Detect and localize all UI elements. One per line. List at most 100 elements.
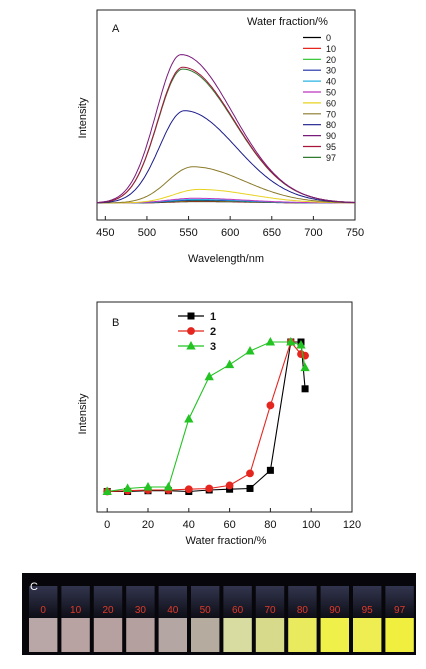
chart-a-legend-label: 97 (326, 153, 336, 163)
chart-b-series-3-point (245, 346, 255, 355)
chart-a-legend-label: 80 (326, 120, 336, 130)
chart-b-x-ticks: 0 20 40 60 80 100 120 (104, 508, 361, 531)
vial: 0 (29, 586, 58, 652)
vial-cap (29, 586, 58, 620)
chart-b-legend-label: 3 (210, 341, 216, 353)
vial-label: 90 (329, 605, 341, 616)
vial-solution (385, 618, 414, 652)
chart-b-x-tick-label: 60 (223, 519, 235, 531)
vial: 30 (126, 586, 155, 652)
chart-a-legend-label: 60 (326, 98, 336, 108)
chart-a-plot-frame (96, 9, 356, 221)
chart-a-legend-title: Water fraction/% (247, 16, 328, 28)
vial: 40 (158, 586, 187, 652)
chart-a-x-tick-label: 500 (138, 227, 156, 239)
chart-a: A 450 500 550 600 650 700 750 Water fraction/%… (77, 9, 364, 265)
chart-b-series-3-line (107, 341, 306, 493)
chart-b-y-axis-label: Intensity (77, 393, 89, 434)
vial-photo: 0 10 20 30 40 50 60 70 80 90 95 97 C (22, 573, 416, 655)
chart-b-series-3-point (286, 336, 296, 346)
vial-solution (29, 618, 58, 652)
vial-solution (223, 618, 252, 652)
vial-label: 40 (167, 605, 179, 616)
chart-b-series-2-point (184, 485, 193, 494)
vial-label: 30 (135, 605, 147, 616)
vial-cap (385, 586, 414, 620)
vial-label: 20 (102, 605, 114, 616)
chart-b-series-2-point (266, 401, 275, 410)
chart-b-plot-frame (96, 301, 353, 513)
chart-b-x-tick-label: 0 (104, 519, 110, 531)
vial: 95 (353, 586, 382, 652)
chart-b-legend-label: 1 (210, 311, 216, 323)
chart-b-series-2-point (246, 469, 254, 478)
chart-a-panel-label: A (112, 23, 120, 35)
vial-cap (61, 586, 90, 620)
chart-b-x-axis-label: Water fraction/% (186, 535, 267, 547)
chart-a-series-90-line (96, 54, 356, 203)
chart-b-legend-marker (187, 327, 195, 335)
vial-cap (320, 586, 349, 620)
chart-a-series-95-line (96, 66, 356, 204)
chart-b-series-3-point (296, 339, 306, 349)
vial-label: 80 (297, 605, 309, 616)
chart-b-legend-marker (186, 340, 196, 350)
chart-b-x-tick-label: 40 (183, 519, 195, 531)
chart-b-series-1-point (246, 484, 254, 492)
vial-solution (320, 618, 349, 652)
chart-b-panel-label: B (112, 317, 119, 329)
chart-b-series-2-line (107, 340, 306, 493)
chart-b-legend: 1 2 3 (178, 311, 216, 353)
chart-a-x-axis-label: Wavelength/nm (188, 253, 264, 265)
vial-label: 70 (264, 605, 276, 616)
chart-a-legend-label: 0 (326, 33, 331, 43)
chart-b-series-3-point (122, 483, 133, 492)
vial: 60 (223, 586, 252, 652)
vial-solution (126, 618, 155, 652)
chart-b-legend-label: 2 (210, 326, 216, 338)
chart-a-legend-label: 90 (326, 131, 336, 141)
vial-solution (191, 618, 220, 652)
vial-cap (93, 586, 123, 620)
chart-a-legend-label: 95 (326, 142, 336, 152)
vial-solution (158, 618, 187, 652)
vial: 97 (385, 586, 414, 652)
chart-b-x-tick-label: 120 (343, 519, 361, 531)
vial-cap (158, 586, 187, 620)
vial-label: 50 (200, 605, 212, 616)
vial-solution (61, 618, 90, 652)
chart-a-legend-label: 50 (326, 88, 336, 98)
vial-cap (126, 586, 155, 620)
vial-cap (255, 586, 285, 620)
chart-b-series-3-point (224, 359, 235, 369)
chart-a-legend-label: 20 (326, 55, 336, 65)
vial-solution (353, 618, 382, 652)
vial-label: 95 (362, 605, 374, 616)
chart-b-series-3-point (143, 481, 153, 491)
chart-a-x-tick-label: 650 (263, 227, 281, 239)
chart-a-x-tick-label: 600 (221, 227, 239, 239)
chart-b-x-tick-label: 80 (264, 519, 276, 531)
chart-b-x-tick-label: 20 (142, 519, 154, 531)
chart-a-y-axis-label: Intensity (77, 97, 89, 138)
vial: 10 (61, 586, 90, 652)
chart-b-series-3-point (163, 481, 174, 491)
chart-b-x-tick-label: 100 (302, 519, 320, 531)
vial-cap (288, 586, 317, 620)
vial-solution (255, 618, 285, 652)
chart-a-x-tick-label: 700 (304, 227, 322, 239)
chart-a-x-ticks: 450 500 550 600 650 700 750 (96, 216, 364, 239)
vial-cap (223, 586, 252, 620)
chart-b-series-3-point (102, 486, 112, 495)
chart-b-legend-marker (187, 312, 195, 320)
vial: 50 (191, 586, 220, 652)
vial-solution (288, 618, 317, 652)
vial-solution (93, 618, 123, 652)
chart-b-series (102, 336, 310, 496)
vial: 20 (93, 586, 123, 652)
chart-b-series-2-point (225, 481, 234, 490)
chart-b-series-3-point (265, 336, 276, 346)
vial: 70 (255, 586, 285, 652)
chart-a-x-tick-label: 550 (179, 227, 197, 239)
